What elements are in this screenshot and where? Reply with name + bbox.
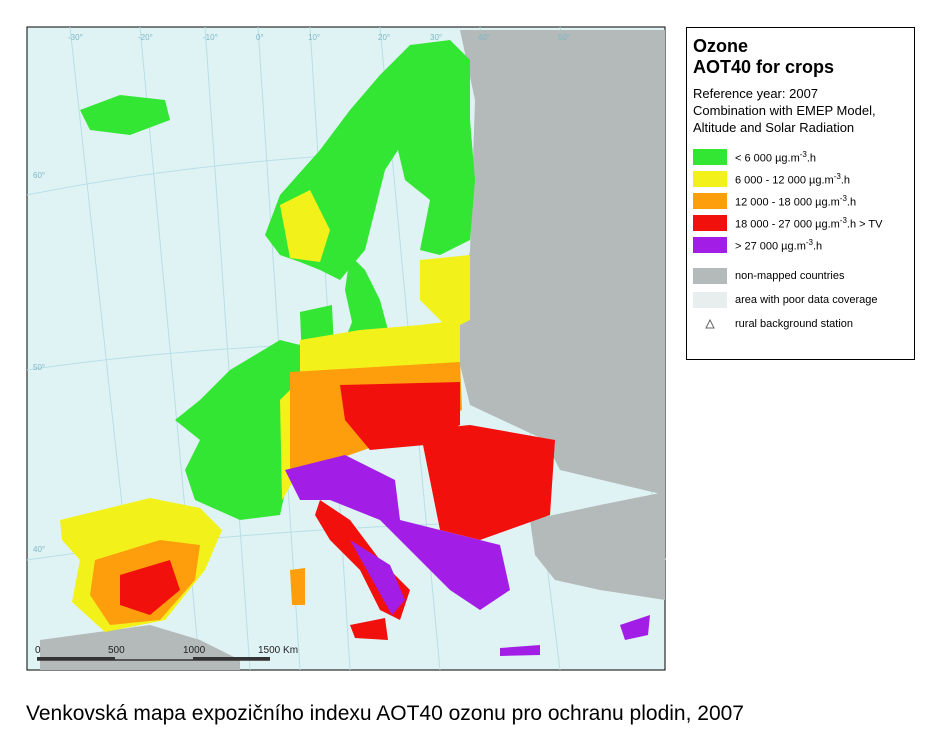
balkans-red	[420, 425, 555, 540]
france	[175, 340, 300, 520]
legend-item: rural background station	[693, 312, 908, 336]
sicily	[350, 618, 388, 640]
legend-label: < 6 000 µg.m-3.h	[735, 150, 816, 165]
legend-label-sup: -3	[799, 149, 807, 159]
crete	[500, 645, 540, 656]
legend-label: 6 000 - 12 000 µg.m-3.h	[735, 172, 850, 187]
graticule-label: 60°	[33, 171, 45, 180]
legend-swatch	[693, 149, 727, 165]
legend-item: 6 000 - 12 000 µg.m-3.h	[693, 168, 908, 190]
legend-item: area with poor data coverage	[693, 288, 908, 312]
legend-subtitle-line: Altitude and Solar Radiation	[693, 120, 855, 135]
legend-item: < 6 000 µg.m-3.h	[693, 146, 908, 168]
legend-symbol	[693, 316, 727, 332]
map: -30° -20° -10° 0° 10° 20° 30° 40° 50° 60°50°40° …	[26, 26, 666, 671]
graticule-label: 40°	[478, 33, 490, 42]
station-symbol	[705, 319, 715, 329]
legend-item: > 27 000 µg.m-3.h	[693, 234, 908, 256]
legend: Ozone AOT40 for crops Reference year: 2007…	[686, 27, 915, 360]
scale-label: 0	[35, 645, 41, 656]
sardinia	[290, 568, 305, 605]
legend-label-text: 12 000 - 18 000 µg.m	[735, 196, 840, 209]
legend-item: non-mapped countries	[693, 264, 908, 288]
legend-label: > 27 000 µg.m-3.h	[735, 238, 822, 253]
non-mapped-turkey	[530, 492, 665, 600]
scale-label: 500	[108, 645, 125, 656]
scale-label: 1000	[183, 645, 206, 656]
graticule-label: 30°	[430, 33, 442, 42]
legend-label: 18 000 - 27 000 µg.m-3.h > TV	[735, 216, 883, 231]
legend-label-text: .h	[840, 174, 850, 187]
legend-swatch	[693, 237, 727, 253]
graticule-label: 50°	[558, 33, 570, 42]
italy-south	[350, 540, 405, 615]
purple-core	[285, 455, 510, 610]
legend-label-sup: -3	[805, 237, 813, 247]
legend-label-text: 18 000 - 27 000 µg.m	[735, 218, 840, 231]
graticule-labels: 60° 50° 40°	[33, 171, 45, 554]
legend-swatch	[693, 171, 727, 187]
legend-label-sup: -3	[839, 193, 847, 203]
graticule-labels: -30° -20° -10° 0° 10° 20° 30° 40° 50°	[68, 33, 570, 42]
legend-label: non-mapped countries	[735, 270, 845, 282]
legend-gap	[693, 256, 908, 264]
scale-bar	[37, 657, 270, 661]
legend-subtitle-line: Reference year: 2007	[693, 86, 819, 101]
legend-label-sup: -3	[839, 215, 847, 225]
cyprus	[620, 615, 650, 640]
graticule-label: 0°	[256, 33, 264, 42]
legend-title: Ozone	[693, 36, 749, 56]
legend-swatch	[693, 292, 727, 308]
scale-labels: 0 500 1000 1500 Km	[35, 645, 298, 656]
legend-label-text: .h	[806, 152, 817, 165]
legend-label: area with poor data coverage	[735, 294, 878, 306]
legend-label-sup: -3	[833, 171, 841, 181]
legend-title: AOT40 for crops	[693, 57, 835, 77]
legend-subtitle: Reference year: 2007 Combination with EME…	[693, 86, 908, 136]
legend-label-text: .h > TV	[846, 218, 883, 231]
scale-label: 1500 Km	[258, 645, 298, 656]
legend-swatch	[693, 268, 727, 284]
legend-label-text: > 27 000 µg.m	[735, 240, 806, 253]
graticule-label: -30°	[68, 33, 83, 42]
legend-label-text: < 6 000 µg.m	[735, 152, 800, 165]
legend-item: 18 000 - 27 000 µg.m-3.h > TV	[693, 212, 908, 234]
graticule-label: 40°	[33, 545, 45, 554]
baltics	[420, 255, 470, 330]
graticule-label: 20°	[378, 33, 390, 42]
legend-label-text: .h	[812, 240, 823, 253]
legend-item: 12 000 - 18 000 µg.m-3.h	[693, 190, 908, 212]
graticule-label: -10°	[203, 33, 218, 42]
legend-label-text: 6 000 - 12 000 µg.m	[735, 174, 834, 187]
legend-label: 12 000 - 18 000 µg.m-3.h	[735, 194, 856, 209]
great-britain	[340, 255, 388, 352]
graticule-label: -20°	[138, 33, 153, 42]
legend-swatch	[693, 215, 727, 231]
iceland	[80, 95, 170, 135]
legend-subtitle-line: Combination with EMEP Model,	[693, 103, 876, 118]
south-norway	[280, 190, 330, 262]
caption: Venkovská mapa expozičního indexu AOT40 …	[26, 702, 744, 725]
legend-swatch	[693, 193, 727, 209]
legend-label: rural background station	[735, 318, 854, 330]
non-mapped-east	[455, 30, 665, 495]
graticule-label: 10°	[308, 33, 320, 42]
legend-label-text: .h	[846, 196, 857, 209]
graticule-label: 50°	[33, 363, 45, 372]
iberia-red	[120, 560, 180, 615]
